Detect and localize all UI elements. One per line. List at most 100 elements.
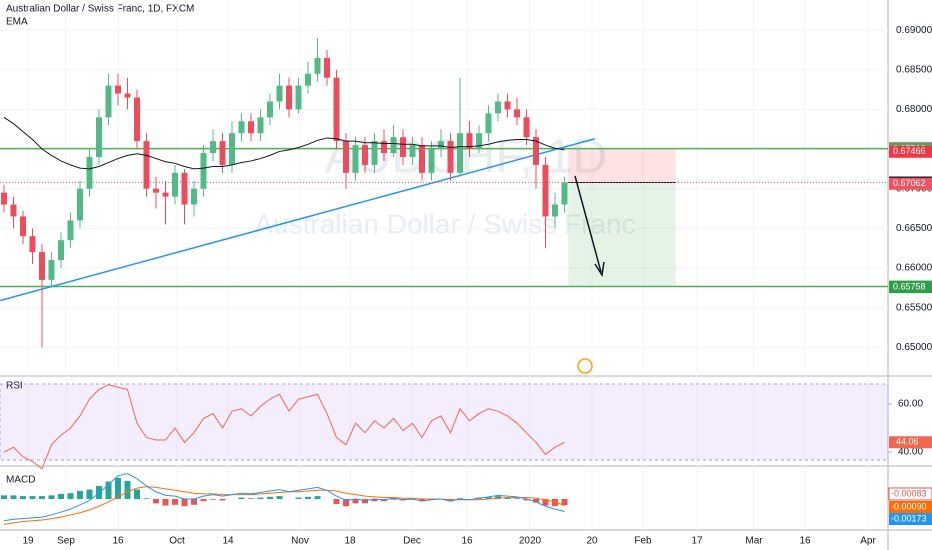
- macd-histogram-bar: [561, 499, 568, 506]
- candle-body: [381, 141, 387, 154]
- candle-body: [191, 188, 197, 205]
- macd-histogram-bar: [200, 499, 207, 502]
- macd-histogram-bar: [504, 497, 511, 499]
- macd-histogram-bar: [1, 495, 7, 499]
- macd-histogram-bar: [333, 499, 340, 505]
- macd-value: -0.00083: [891, 488, 927, 498]
- macd-histogram-bar: [362, 499, 368, 504]
- macd-histogram-bar: [267, 496, 273, 499]
- rsi-tick-label: 60.00: [898, 399, 923, 410]
- candle-body: [447, 141, 454, 173]
- candle-body: [238, 121, 245, 134]
- price-label: 0.67062: [893, 178, 926, 188]
- candle-body: [124, 93, 131, 98]
- event-icon[interactable]: [577, 358, 593, 374]
- macd-histogram-bar: [276, 496, 283, 499]
- candle-body: [200, 153, 207, 189]
- macd-histogram-bar: [77, 491, 83, 499]
- macd-histogram-bar: [153, 499, 159, 504]
- price-label-bg: [889, 177, 932, 190]
- macd-histogram-bar: [343, 499, 349, 507]
- candle-body: [409, 145, 416, 157]
- candle-body: [39, 252, 45, 280]
- y-tick-label: 0.66000: [896, 263, 932, 274]
- rsi-value: 44.06: [896, 437, 919, 447]
- y-tick-label: 0.68000: [896, 104, 932, 115]
- candle-body: [210, 141, 216, 154]
- rsi-label: RSI: [6, 381, 23, 392]
- candle-body: [400, 137, 406, 157]
- macd-histogram-bar: [39, 496, 45, 499]
- macd-histogram-bar: [257, 497, 264, 499]
- candle-body: [229, 133, 235, 165]
- candle-body: [58, 240, 64, 261]
- macd-histogram-bar: [191, 499, 197, 505]
- x-tick-label: Sep: [57, 536, 75, 547]
- candle-body: [96, 117, 102, 157]
- macd-value: -0.00173: [891, 513, 927, 523]
- candle-body: [257, 117, 264, 134]
- macd-histogram-bar: [124, 480, 131, 499]
- candle-body: [542, 164, 549, 217]
- candle-body: [333, 77, 340, 142]
- candle-body: [504, 101, 511, 110]
- macd-histogram-bar: [162, 499, 169, 506]
- candle-body: [552, 204, 558, 217]
- price-label-bg: [889, 281, 932, 294]
- x-tick-label: 18: [344, 536, 356, 547]
- rsi-tick-label: 40.00: [898, 447, 923, 458]
- chart-title: Australian Dollar / Swiss Franc, 1D, FXC…: [6, 4, 194, 15]
- macd-histogram-bar: [86, 489, 93, 499]
- candle-body: [267, 101, 273, 118]
- price-label: 0.67466: [893, 146, 926, 156]
- candle-body: [286, 85, 292, 110]
- candle-body: [143, 141, 150, 189]
- candle-body: [10, 204, 17, 217]
- x-tick-label: 14: [222, 536, 234, 547]
- macd-histogram-bar: [248, 498, 254, 499]
- candle-body: [134, 97, 140, 142]
- rsi-value-bg: [889, 436, 932, 449]
- candle-body: [533, 137, 539, 165]
- candle-body: [457, 133, 463, 173]
- arrow-head: [594, 261, 605, 278]
- candle-body: [523, 117, 530, 138]
- price-label: 0.65758: [893, 282, 926, 292]
- target-zone: [568, 182, 676, 287]
- candle-body: [476, 133, 482, 150]
- candle-body: [115, 85, 121, 94]
- candle-body: [314, 57, 321, 74]
- macd-histogram-bar: [219, 499, 226, 501]
- y-tick-label: 0.68500: [896, 64, 932, 75]
- candle-body: [162, 192, 169, 197]
- candle-body: [495, 101, 501, 114]
- candle-body: [305, 73, 311, 86]
- candle-body: [172, 172, 178, 197]
- candle-body: [276, 85, 283, 102]
- candle-body: [514, 109, 520, 118]
- candle-body: [153, 188, 159, 193]
- macd-histogram-bar: [371, 499, 378, 502]
- macd-histogram-bar: [172, 499, 178, 505]
- candle-body: [67, 220, 74, 241]
- macd-histogram-bar: [58, 493, 64, 499]
- trendline: [0, 138, 596, 302]
- ema-line: [3, 116, 565, 170]
- macd-histogram-bar: [523, 499, 530, 501]
- candle-body: [352, 145, 359, 173]
- macd-histogram-bar: [181, 499, 188, 507]
- candle-body: [466, 133, 473, 150]
- macd-histogram-bar: [314, 496, 321, 499]
- x-tick-label: Dec: [403, 536, 421, 547]
- macd-histogram-bar: [143, 498, 150, 499]
- price-label-bg: [889, 145, 932, 158]
- macd-line: [3, 473, 565, 522]
- candle-body: [77, 188, 83, 221]
- x-tick-label: Oct: [169, 536, 185, 547]
- macd-histogram-bar: [295, 497, 302, 499]
- macd-histogram-bar: [10, 495, 17, 499]
- candle-body: [485, 113, 492, 134]
- candle-body: [428, 149, 435, 173]
